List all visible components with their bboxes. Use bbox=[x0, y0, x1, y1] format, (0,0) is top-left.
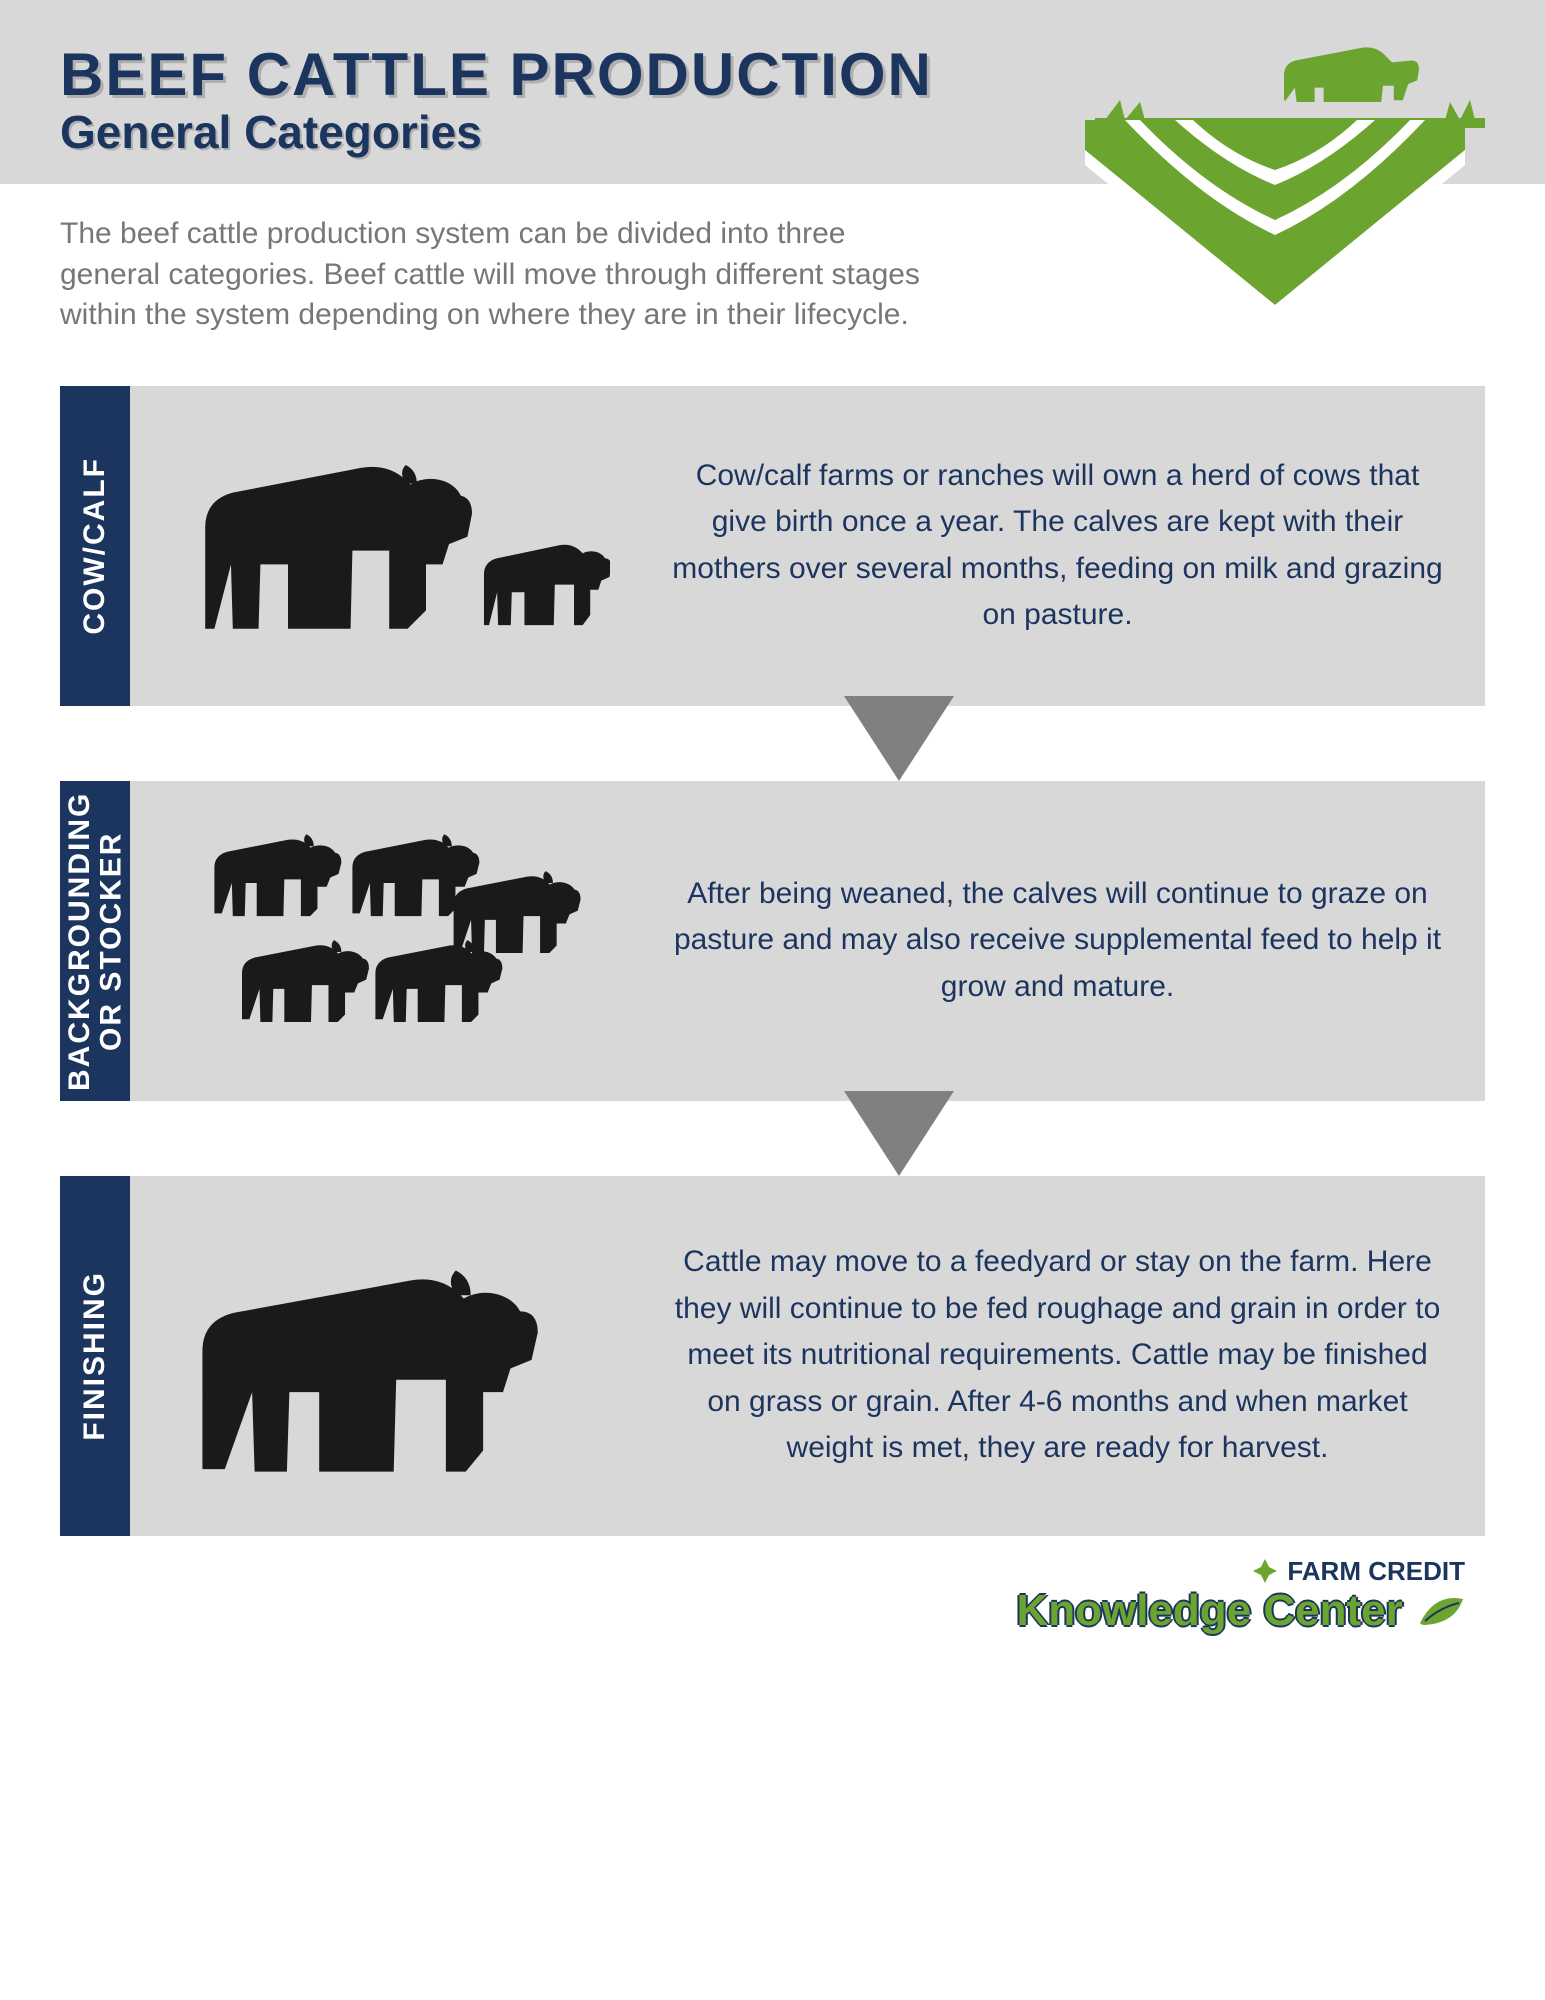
section-backgrounding: BACKGROUNDING OR STOCKER After being wea… bbox=[60, 781, 1485, 1101]
field-cow-graphic bbox=[1065, 30, 1485, 350]
finishing-image bbox=[130, 1176, 630, 1536]
intro-text: The beef cattle production system can be… bbox=[0, 184, 1000, 386]
section-label-backgrounding: BACKGROUNDING OR STOCKER bbox=[60, 781, 130, 1101]
cowcalf-text: Cow/calf farms or ranches will own a her… bbox=[630, 386, 1485, 706]
section-cowcalf: COW/CALF Cow/calf farms or ranches will … bbox=[60, 386, 1485, 706]
section-label-cowcalf: COW/CALF bbox=[60, 386, 130, 706]
cowcalf-image bbox=[130, 386, 630, 706]
farmcredit-icon bbox=[1251, 1557, 1279, 1585]
backgrounding-text: After being weaned, the calves will cont… bbox=[630, 781, 1485, 1101]
knowledge-center-text: Knowledge Center bbox=[0, 1586, 1465, 1636]
leaf-icon bbox=[1415, 1593, 1465, 1629]
finishing-text: Cattle may move to a feedyard or stay on… bbox=[630, 1176, 1485, 1536]
section-label-finishing: FINISHING bbox=[60, 1176, 130, 1536]
arrow-1 bbox=[60, 706, 1485, 781]
farm-credit-logo: FARM CREDIT bbox=[1251, 1556, 1465, 1587]
footer: FARM CREDIT Knowledge Center bbox=[0, 1536, 1545, 1687]
infographic-page: BEEF CATTLE PRODUCTION General Categorie… bbox=[0, 0, 1545, 1686]
backgrounding-image bbox=[130, 781, 630, 1101]
arrow-2 bbox=[60, 1101, 1485, 1176]
section-finishing: FINISHING Cattle may move to a feedyard … bbox=[60, 1176, 1485, 1536]
